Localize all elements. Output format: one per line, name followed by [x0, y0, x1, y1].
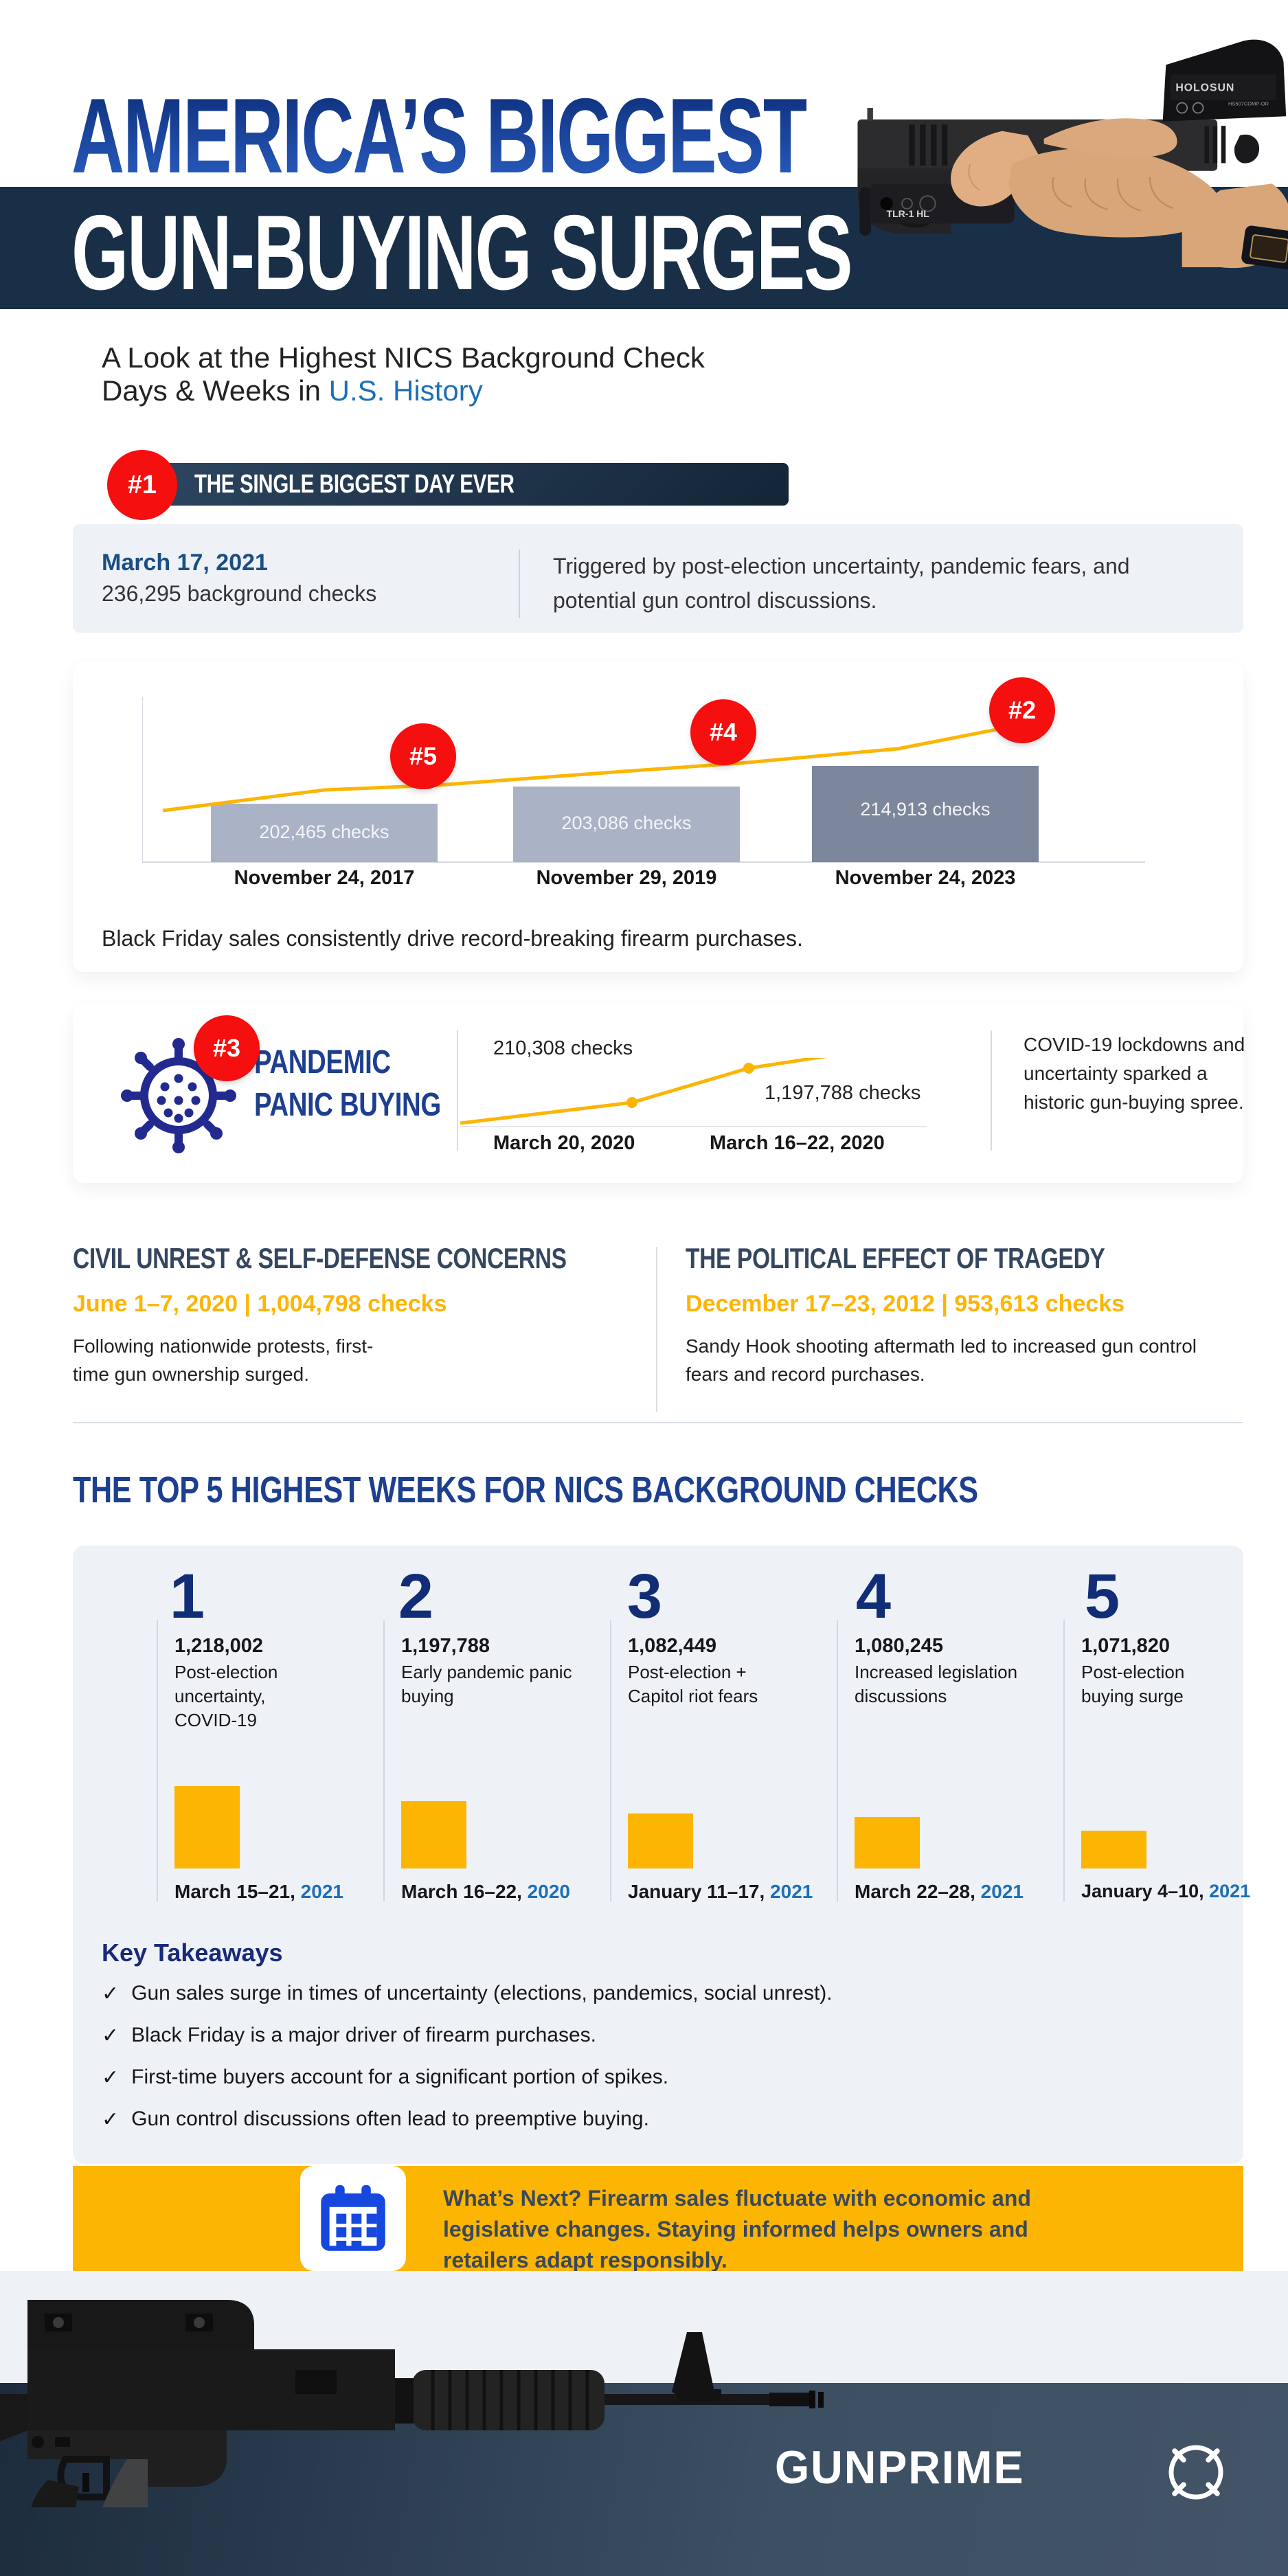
svg-text:November 29, 2019: November 29, 2019: [536, 867, 717, 889]
svg-text:202,465 checks: 202,465 checks: [259, 822, 389, 842]
svg-text:TLR-1 HL: TLR-1 HL: [887, 208, 930, 219]
svg-text:HOLOSUN: HOLOSUN: [1175, 82, 1234, 94]
svg-text:November 24, 2023: November 24, 2023: [835, 867, 1016, 889]
svg-text:214,913 checks: 214,913 checks: [860, 799, 990, 820]
svg-text:November 24, 2017: November 24, 2017: [234, 867, 415, 889]
svg-text:HS507COMP-OR: HS507COMP-OR: [1228, 100, 1269, 106]
svg-text:203,086 checks: 203,086 checks: [561, 813, 691, 833]
